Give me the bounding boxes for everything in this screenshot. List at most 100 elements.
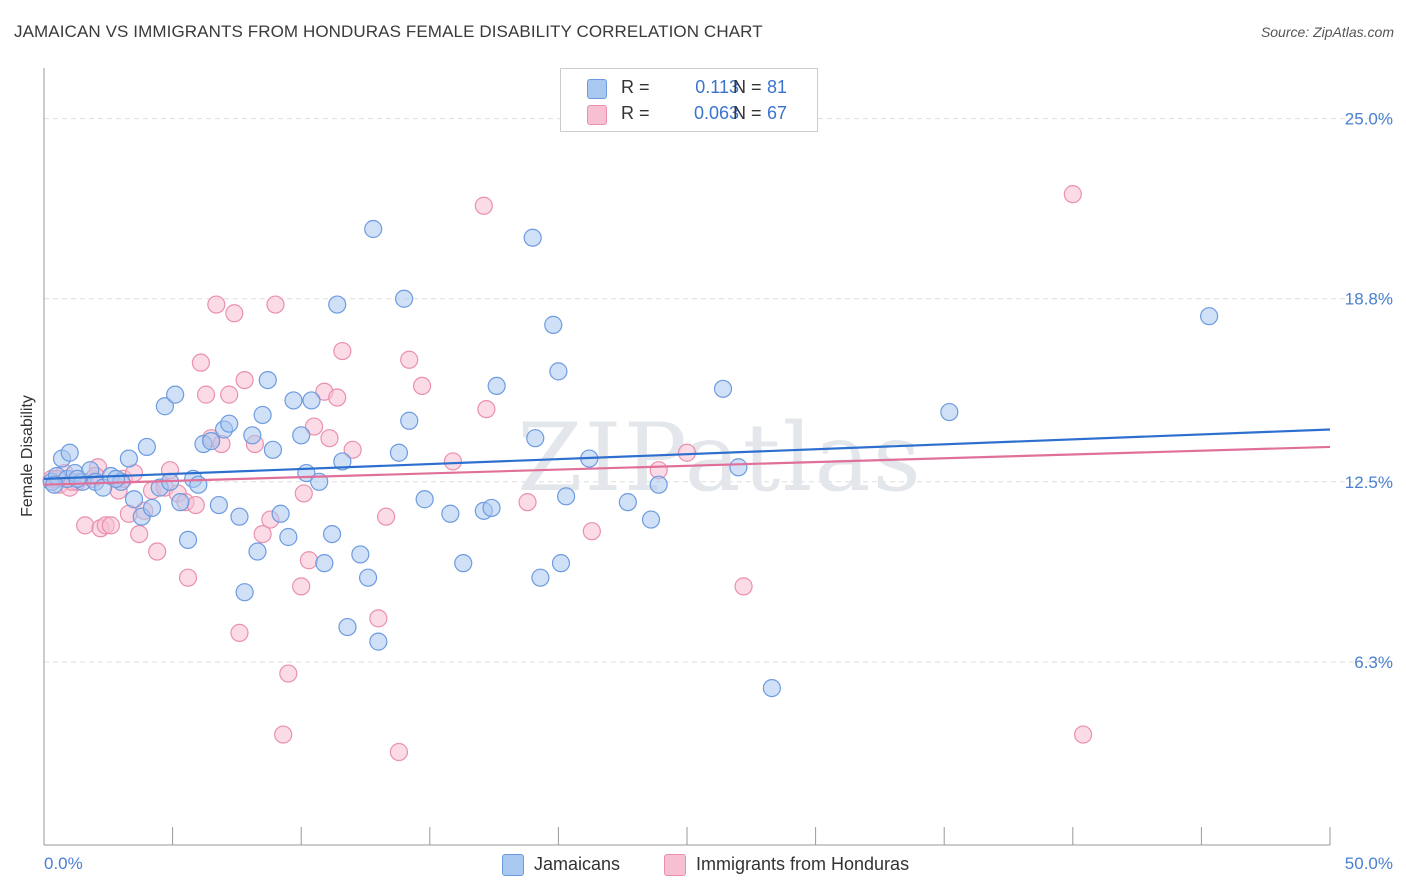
stats-legend: R = 0.113 N = 81 R = 0.063 N = 67 (560, 68, 818, 132)
honduras-point (235, 370, 254, 390)
jamaicans-point (351, 545, 370, 564)
legend-n-label: N = (733, 103, 762, 123)
jamaicans-point (209, 495, 228, 515)
legend-n-value: 67 (767, 103, 788, 123)
jamaicans-point (940, 402, 959, 422)
jamaicans-point (171, 493, 190, 512)
y-axis-label: Female Disability (19, 395, 36, 517)
jamaicans-point (106, 469, 126, 488)
honduras-point (400, 350, 419, 369)
jamaicans-point (441, 504, 460, 523)
jamaicans-point (253, 405, 272, 425)
jamaicans-point (230, 507, 249, 526)
legend-r-label: R = (621, 103, 650, 123)
honduras-point (292, 577, 311, 596)
honduras-point (677, 443, 697, 462)
honduras-point (101, 516, 120, 535)
jamaicans-point (364, 219, 383, 239)
honduras-point (389, 742, 409, 762)
jamaicans-point (551, 554, 571, 573)
jamaicans-point (394, 289, 414, 308)
jamaicans-point (369, 632, 388, 651)
jamaicans-point (482, 498, 501, 518)
honduras-point (1073, 725, 1093, 744)
honduras-point (130, 524, 149, 544)
x-tick-labels: 0.0% 50.0% (44, 854, 1393, 873)
trend-line-jamaicans (43, 428, 1331, 480)
jamaicans-point (279, 527, 298, 547)
honduras-point (320, 429, 339, 448)
x-tick-label: 50.0% (1345, 854, 1393, 873)
jamaicans-point (1200, 307, 1219, 326)
honduras-point (343, 440, 362, 459)
honduras-point (518, 493, 537, 512)
honduras-point (207, 295, 226, 314)
jamaicans-point (271, 504, 290, 523)
jamaicans-point (549, 362, 568, 381)
jamaicans-point (729, 458, 748, 477)
honduras-point (220, 385, 239, 404)
honduras-point (148, 542, 167, 561)
jamaicans-point (119, 449, 138, 468)
honduras-point (477, 400, 496, 419)
trend-line-honduras (43, 445, 1331, 486)
honduras-point (253, 524, 272, 544)
jamaicans-point (60, 443, 79, 462)
jamaicans-point (618, 493, 637, 512)
bottom-legend-label: Immigrants from Honduras (696, 854, 910, 874)
jamaicans-point (531, 568, 550, 587)
trend-lines (43, 428, 1331, 486)
jamaicans-point (544, 315, 563, 334)
jamaicans-point (713, 379, 733, 398)
jamaicans-point (338, 617, 357, 637)
honduras-point (294, 484, 313, 503)
honduras-point (299, 551, 319, 570)
legend-swatch-pink (587, 105, 607, 125)
honduras-point (279, 664, 298, 683)
legend-r-value: 0.063 (693, 103, 739, 123)
honduras-point (225, 304, 244, 323)
bottom-legend-swatch-blue (502, 854, 524, 876)
honduras-point (274, 725, 293, 744)
honduras-point (369, 609, 388, 628)
legend-n-value: 81 (767, 77, 788, 97)
jamaicans-point (178, 530, 198, 550)
bottom-legend-swatch-pink (664, 854, 686, 876)
bottom-legend-label: Jamaicans (534, 854, 621, 874)
jamaicans-point (649, 475, 668, 494)
axes (43, 68, 1331, 846)
honduras-point (304, 417, 324, 436)
jamaicans-point (137, 437, 156, 457)
jamaicans-point (641, 510, 661, 529)
honduras-point (474, 196, 493, 215)
y-tick-label: 18.8% (1345, 290, 1393, 309)
jamaicans-point (284, 391, 303, 410)
jamaicans-point (142, 498, 162, 518)
y-tick-labels: 6.3% 12.5% 18.8% 25.0% (1345, 110, 1393, 672)
honduras-point (333, 341, 352, 361)
x-tick-label: 0.0% (44, 854, 83, 873)
jamaicans-point (202, 432, 221, 451)
jamaicans-point (400, 411, 419, 430)
legend-r-value: 0.113 (695, 77, 739, 97)
jamaicans-point (557, 487, 576, 506)
jamaicans-point (762, 678, 781, 698)
honduras-point (178, 568, 198, 587)
honduras-point (328, 388, 347, 407)
jamaicans-point (166, 385, 185, 404)
jamaicans-point (292, 426, 311, 445)
jamaicans-point (526, 429, 545, 448)
honduras-point (186, 495, 205, 515)
jamaicans-point (189, 475, 208, 494)
y-tick-label: 25.0% (1345, 110, 1393, 129)
y-tick-label: 6.3% (1354, 653, 1393, 672)
jamaicans-point (523, 228, 542, 247)
honduras-point (1063, 185, 1082, 204)
honduras-point (196, 385, 216, 404)
jamaicans-point (248, 542, 267, 561)
honduras-point (443, 452, 463, 471)
y-tick-label: 12.5% (1345, 473, 1393, 492)
honduras-point (734, 577, 753, 596)
honduras-point (191, 353, 210, 372)
